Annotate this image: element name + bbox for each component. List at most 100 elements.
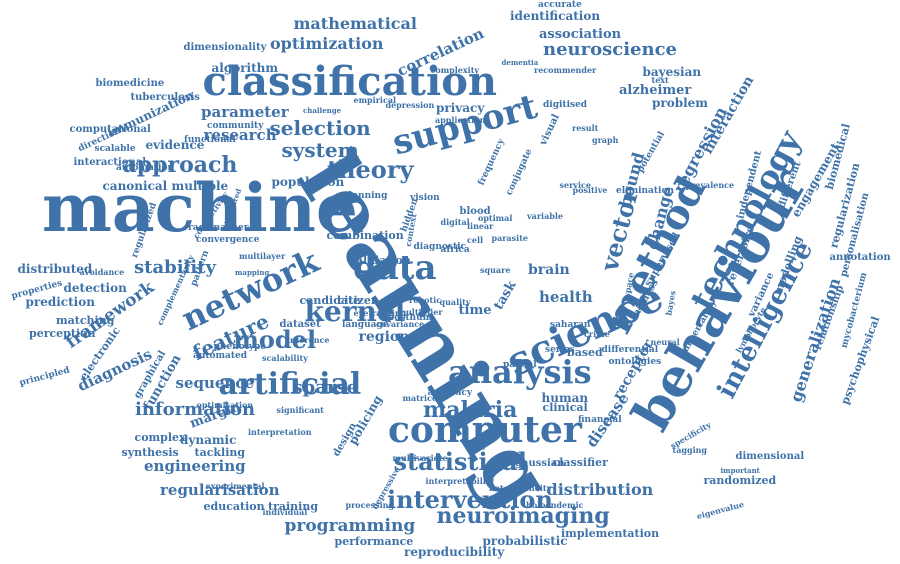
word-association: association <box>539 26 622 42</box>
word-theory: theory <box>327 155 414 184</box>
word-digitised: digitised <box>543 99 588 110</box>
word-parameter: parameter <box>201 102 289 121</box>
word-multivariate: multivariate <box>392 453 448 463</box>
word-diagnostic: diagnostic <box>413 241 467 252</box>
word-graph: graph <box>592 135 619 145</box>
word-service: service <box>559 180 591 190</box>
word-dynamic: dynamic <box>180 433 237 447</box>
word-computer: computer <box>388 409 582 451</box>
word-principled: principled <box>18 365 71 389</box>
word-based: based <box>567 345 603 359</box>
word-processing: processing <box>345 500 395 510</box>
word-experimental: experimental <box>205 481 265 491</box>
word-education: education <box>203 499 265 513</box>
word-automation: automation <box>116 162 175 173</box>
word-significant: significant <box>276 405 324 415</box>
word-individual: individual <box>262 507 308 517</box>
word-convergence: convergence <box>196 234 260 245</box>
word-distributed: distributed <box>17 262 93 276</box>
word-kernel: kernel <box>304 295 406 328</box>
word-classification: classification <box>202 58 498 105</box>
word-complex: complex <box>134 430 186 444</box>
word-cell: cell <box>467 235 484 245</box>
word-probabilistic: probabilistic <box>482 534 568 548</box>
word-synthesis: synthesis <box>121 445 179 459</box>
word-visual: visual <box>537 112 562 147</box>
word-selection: selection <box>269 116 371 140</box>
word-digital: digital <box>440 217 470 227</box>
word-mathematical: mathematical <box>293 14 417 33</box>
word-dimensionality: dimensionality <box>183 42 267 53</box>
word-matching: matching <box>56 313 115 327</box>
word-citizen: citizen <box>337 293 379 307</box>
word-differential: differential <box>601 344 659 355</box>
word-automated: automated <box>193 350 248 361</box>
word-parasite: parasite <box>491 233 529 243</box>
word-tuberculosis: tuberculosis <box>130 92 200 103</box>
word-rademacher: rademacher <box>188 222 249 233</box>
word-application: application <box>435 115 486 125</box>
word-intervention: intervention <box>387 485 553 514</box>
word-multiple: multiple <box>171 179 229 193</box>
word-regularisation: regularisation <box>160 480 280 499</box>
word-tackling: tackling <box>194 445 246 459</box>
word-artificial: artificial <box>218 367 362 402</box>
word-prevalence: prevalence <box>685 180 735 190</box>
word-interpretability: interpretability <box>425 476 495 486</box>
word-eigenvalue: eigenvalue <box>695 498 745 522</box>
word-sparse: sparse <box>292 377 358 398</box>
word-system: system <box>281 138 359 162</box>
word-information: information <box>135 399 256 420</box>
word-region: region <box>358 329 410 345</box>
word-functional: functional <box>184 134 236 145</box>
word-model: model <box>233 325 317 354</box>
word-complexity: complexity <box>430 65 480 75</box>
word-prediction: prediction <box>25 295 95 309</box>
word-interpretation: interpretation <box>248 427 312 437</box>
word-statistical: statistical <box>393 447 527 476</box>
word-posthum: posthum <box>388 312 433 323</box>
word-africa: africa <box>440 244 470 255</box>
word-computational: computational <box>69 124 151 135</box>
word-bayes: bayes <box>662 289 678 317</box>
word-dataset: dataset <box>279 319 321 330</box>
word-gaussian: gaussian <box>515 458 565 469</box>
word-mapping: mapping <box>235 267 270 277</box>
word-combination: combination <box>326 228 404 242</box>
word-language: language <box>342 319 389 330</box>
word-biomedicine: biomedicine <box>95 78 165 89</box>
word-approach: approach <box>122 152 238 178</box>
word-research: research <box>203 125 277 144</box>
word-malaria: malaria <box>423 397 518 423</box>
word-elimination: elimination <box>616 185 675 196</box>
word-planning: planning <box>342 190 388 201</box>
word-positive: positive <box>572 185 608 195</box>
word-scalable: scalable <box>94 143 136 154</box>
word-optimisation: optimisation <box>196 400 254 410</box>
word-reproducibility: reproducibility <box>404 545 505 559</box>
word-health: health <box>539 287 593 306</box>
word-programming: programming <box>284 515 416 536</box>
word-depression: depression <box>385 100 435 110</box>
word-inference: inference <box>287 335 330 345</box>
word-privacy: privacy <box>436 101 485 115</box>
word-phenotype: phenotype <box>213 341 267 352</box>
word-alzheimer: alzheimer <box>619 82 692 98</box>
word-algorithm: algorithm <box>211 61 279 75</box>
word-square: square <box>480 265 511 275</box>
word-robotic: robotic <box>409 295 442 305</box>
word-partial: partial <box>503 359 537 370</box>
word-ontologies: ontologies <box>608 356 662 367</box>
word-quality: quality <box>439 297 471 307</box>
word-heterogeneity: heterogeneity <box>489 483 552 493</box>
word-accurate: accurate <box>538 0 582 10</box>
word-empirical: empirical <box>353 95 397 105</box>
word-covariance: covariance <box>376 319 425 329</box>
word-validation: validation <box>349 253 411 267</box>
word-sequence: sequence <box>175 373 255 392</box>
word-interactional: interactional <box>73 157 147 168</box>
word-important: important <box>720 465 760 475</box>
word-neural: neural <box>650 337 680 347</box>
word-result: result <box>572 123 599 133</box>
